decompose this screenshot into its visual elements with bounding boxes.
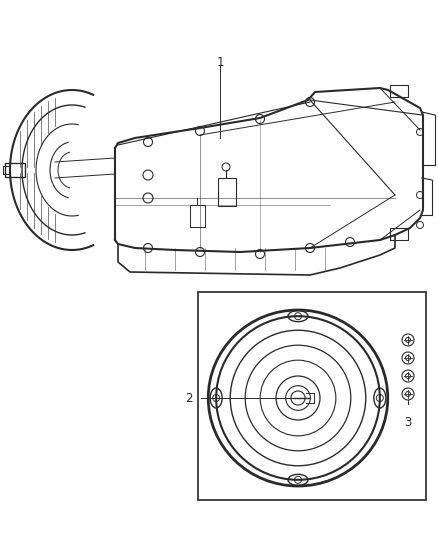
Bar <box>390 228 408 240</box>
Text: 1: 1 <box>216 55 224 69</box>
Bar <box>3 166 9 174</box>
Text: 2: 2 <box>186 392 193 405</box>
Bar <box>190 205 205 227</box>
Text: 3: 3 <box>404 416 412 429</box>
Bar <box>390 85 408 97</box>
Bar <box>5 163 25 177</box>
Bar <box>218 178 236 206</box>
Bar <box>198 292 426 500</box>
